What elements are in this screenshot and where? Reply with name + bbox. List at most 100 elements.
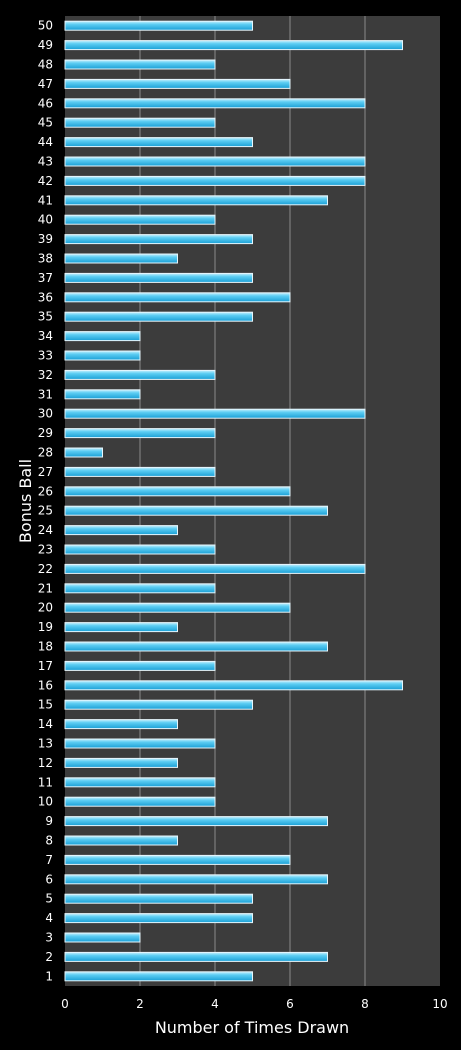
y-tick-label: 8	[45, 834, 53, 848]
y-tick-label: 2	[45, 950, 53, 964]
y-tick-label: 32	[38, 368, 53, 382]
bar-34	[64, 331, 141, 342]
x-tick-label: 6	[286, 997, 294, 1011]
y-tick-label: 41	[38, 193, 53, 207]
bar-3	[64, 932, 141, 943]
bar-43	[64, 156, 366, 167]
y-tick-label: 43	[38, 155, 53, 169]
bar-21	[64, 583, 216, 594]
bar-29	[64, 428, 216, 439]
bars	[64, 20, 403, 982]
bar-47	[64, 78, 291, 89]
bar-36	[64, 292, 291, 303]
bar-37	[64, 272, 253, 283]
bar-5	[64, 893, 253, 904]
bar-1	[64, 971, 253, 982]
bar-28	[64, 447, 103, 458]
bar-48	[64, 59, 216, 70]
y-tick-label: 42	[38, 174, 53, 188]
bar-35	[64, 311, 253, 322]
bar-30	[64, 408, 366, 419]
bar-49	[64, 40, 403, 51]
y-tick-label: 16	[38, 678, 53, 692]
bar-20	[64, 602, 291, 613]
bar-25	[64, 505, 328, 516]
y-tick-label: 44	[38, 135, 53, 149]
bar-19	[64, 622, 178, 633]
y-tick-label: 23	[38, 543, 53, 557]
y-tick-label: 30	[38, 407, 53, 421]
x-tick-label: 8	[361, 997, 369, 1011]
y-tick-label: 27	[38, 465, 53, 479]
y-tick-label: 7	[45, 853, 53, 867]
bar-50	[64, 20, 253, 31]
bar-41	[64, 195, 328, 206]
bar-15	[64, 699, 253, 710]
y-tick-label: 39	[38, 232, 53, 246]
y-tick-label: 14	[38, 717, 53, 731]
y-tick-label: 33	[38, 349, 53, 363]
bar-44	[64, 137, 253, 148]
bar-2	[64, 951, 328, 962]
bar-7	[64, 854, 291, 865]
y-axis-title: Bonus Ball	[16, 459, 35, 543]
bar-6	[64, 874, 328, 885]
bar-11	[64, 777, 216, 788]
y-tick-label: 6	[45, 872, 53, 886]
y-tick-label: 31	[38, 387, 53, 401]
y-tick-label: 10	[38, 795, 53, 809]
y-tick-label: 22	[38, 562, 53, 576]
bar-17	[64, 660, 216, 671]
y-tick-label: 26	[38, 484, 53, 498]
x-tick-label: 2	[136, 997, 144, 1011]
y-tick-label: 37	[38, 271, 53, 285]
y-tick-label: 38	[38, 252, 53, 266]
y-tick-label: 45	[38, 116, 53, 130]
y-tick-label: 50	[38, 19, 53, 33]
bar-38	[64, 253, 178, 264]
bar-10	[64, 796, 216, 807]
y-tick-label: 48	[38, 58, 53, 72]
bar-9	[64, 816, 328, 827]
bar-23	[64, 544, 216, 555]
bar-27	[64, 466, 216, 477]
y-tick-label: 11	[38, 775, 53, 789]
y-tick-label: 19	[38, 620, 53, 634]
x-tick-label: 4	[211, 997, 219, 1011]
y-tick-label: 25	[38, 504, 53, 518]
bar-18	[64, 641, 328, 652]
bar-13	[64, 738, 216, 749]
bar-8	[64, 835, 178, 846]
y-tick-label: 18	[38, 640, 53, 654]
y-tick-label: 35	[38, 310, 53, 324]
x-tick-labels: 0 2 4 6 8 10	[61, 997, 447, 1011]
bar-46	[64, 98, 366, 109]
y-tick-label: 49	[38, 38, 53, 52]
x-axis-title: Number of Times Drawn	[155, 1018, 349, 1037]
bar-12	[64, 757, 178, 768]
y-tick-label: 17	[38, 659, 53, 673]
y-tick-label: 46	[38, 96, 53, 110]
y-tick-label: 13	[38, 737, 53, 751]
y-tick-label: 24	[38, 523, 53, 537]
bar-14	[64, 719, 178, 730]
bar-4	[64, 913, 253, 924]
y-tick-label: 3	[45, 931, 53, 945]
bar-16	[64, 680, 403, 691]
y-tick-label: 4	[45, 911, 53, 925]
y-tick-label: 15	[38, 698, 53, 712]
bar-31	[64, 389, 141, 400]
y-tick-label: 21	[38, 581, 53, 595]
bar-26	[64, 486, 291, 497]
bar-45	[64, 117, 216, 128]
y-tick-label: 47	[38, 77, 53, 91]
y-tick-label: 34	[38, 329, 53, 343]
y-tick-label: 28	[38, 446, 53, 460]
y-tick-label: 5	[45, 892, 53, 906]
bar-24	[64, 525, 178, 536]
bar-22	[64, 563, 366, 574]
y-tick-label: 12	[38, 756, 53, 770]
y-tick-label: 36	[38, 290, 53, 304]
y-tick-label: 1	[45, 969, 53, 983]
